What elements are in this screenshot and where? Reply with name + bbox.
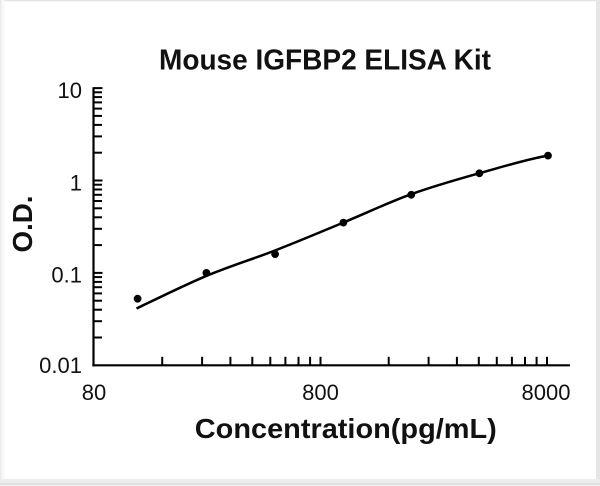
svg-text:Concentration(pg/mL): Concentration(pg/mL) [195,413,497,444]
svg-text:0.01: 0.01 [39,353,82,378]
svg-text:O.D.: O.D. [7,196,38,253]
svg-text:0.1: 0.1 [51,263,82,288]
svg-text:80: 80 [82,380,106,405]
svg-text:8000: 8000 [522,380,571,405]
svg-text:Mouse IGFBP2 ELISA Kit: Mouse IGFBP2 ELISA Kit [159,45,491,77]
svg-text:1: 1 [70,170,82,195]
svg-text:10: 10 [58,78,82,103]
svg-text:800: 800 [302,380,339,405]
